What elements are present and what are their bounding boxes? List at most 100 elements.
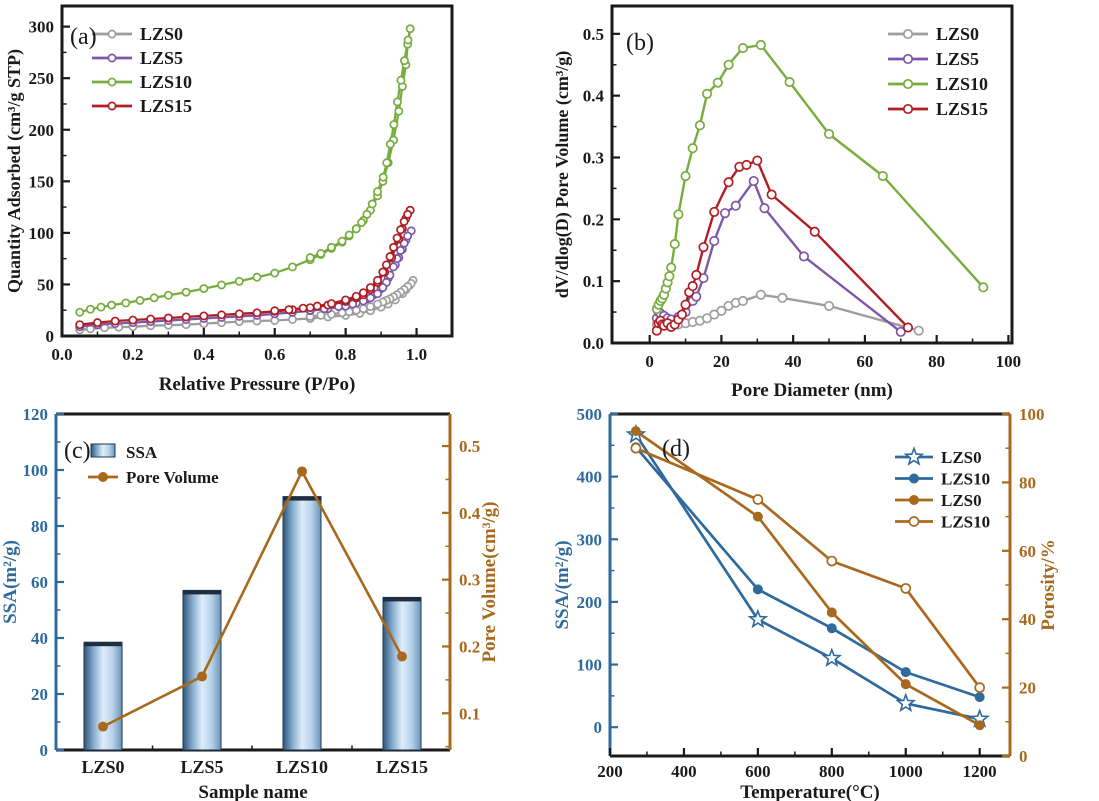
open-circle-marker bbox=[373, 187, 382, 197]
open-circle-marker bbox=[392, 97, 402, 107]
open-circle-marker bbox=[284, 305, 294, 315]
open-circle-marker bbox=[399, 217, 409, 226]
right-tick-label: 0 bbox=[1019, 747, 1028, 766]
filled-circle-marker bbox=[752, 511, 763, 522]
open-circle-marker bbox=[351, 224, 361, 234]
open-circle-marker bbox=[664, 271, 675, 282]
open-circle-marker bbox=[798, 251, 809, 262]
star-marker bbox=[895, 692, 917, 713]
x-tick-label: 400 bbox=[671, 762, 697, 781]
open-circle-marker bbox=[394, 106, 404, 116]
open-circle-marker bbox=[327, 299, 336, 308]
open-circle-marker bbox=[378, 283, 388, 292]
open-circle-marker bbox=[362, 209, 372, 219]
open-circle-marker bbox=[709, 235, 720, 247]
series-left-LZS0 bbox=[625, 423, 990, 728]
y-tick-label: 0.2 bbox=[583, 210, 604, 229]
left-tick-label: 200 bbox=[577, 593, 603, 612]
open-circle-marker bbox=[694, 120, 705, 131]
open-circle-marker bbox=[716, 305, 727, 316]
open-circle-marker bbox=[900, 583, 912, 594]
open-circle-marker bbox=[341, 295, 351, 305]
open-circle-marker bbox=[373, 289, 382, 299]
x-tick-label: 40 bbox=[785, 352, 802, 371]
panel-a-adsorption-isotherm-chart: 0.0 0.2 0.4 0.6 0.8 1.0 0 50 100 150 200 250 300 Rela… bbox=[4, 4, 454, 395]
right-axis-label: Porosity/% bbox=[1038, 539, 1059, 630]
open-circle-marker bbox=[366, 302, 375, 312]
open-circle-marker bbox=[305, 303, 315, 313]
open-circle-marker bbox=[400, 56, 409, 66]
x-axis-label: Sample name bbox=[198, 782, 307, 801]
open-circle-marker bbox=[217, 280, 226, 290]
legend-label: LZS10 bbox=[140, 72, 192, 92]
bar bbox=[83, 641, 123, 751]
right-tick-label: 0.5 bbox=[459, 437, 480, 456]
open-circle-marker bbox=[135, 295, 145, 305]
open-circle-marker bbox=[382, 158, 392, 168]
open-circle-marker bbox=[110, 316, 120, 326]
open-circle-marker bbox=[877, 170, 888, 182]
open-circle-marker bbox=[107, 77, 117, 87]
open-circle-marker bbox=[687, 281, 698, 292]
legend-label: SSA bbox=[126, 443, 158, 462]
series-line bbox=[79, 27, 412, 314]
legend-label: LZS5 bbox=[140, 48, 183, 68]
open-circle-marker bbox=[676, 309, 688, 320]
left-tick-label: 100 bbox=[23, 461, 49, 480]
open-circle-marker bbox=[107, 29, 117, 39]
left-tick-label: 0 bbox=[594, 718, 603, 737]
open-circle-marker bbox=[978, 282, 989, 293]
open-circle-marker bbox=[723, 177, 734, 188]
x-tick-label: 600 bbox=[745, 762, 771, 781]
filled-circle-marker bbox=[909, 495, 919, 505]
open-circle-marker bbox=[366, 293, 375, 303]
legend-label: LZS15 bbox=[140, 96, 192, 116]
panel-c: 0 20 40 60 80 100 120 0.1 0.2 0.3 0.4 0.5 LZS0 LZS5 LZ… bbox=[0, 405, 500, 801]
open-circle-marker bbox=[748, 175, 759, 187]
right-tick-label: 40 bbox=[1019, 610, 1036, 629]
legend-label: LZS0 bbox=[941, 448, 982, 467]
legend: SSA Pore Volume bbox=[88, 443, 219, 487]
series-right-LZS0 bbox=[630, 426, 985, 731]
star-marker bbox=[821, 647, 843, 668]
open-circle-marker bbox=[823, 128, 835, 140]
x-tick-label: 0.0 bbox=[51, 345, 72, 364]
line-series-pore-volume bbox=[98, 466, 407, 732]
y-tick-label: 0 bbox=[46, 327, 55, 346]
open-circle-marker bbox=[385, 252, 395, 262]
x-tick-label: 100 bbox=[996, 352, 1022, 371]
open-circle-marker bbox=[895, 326, 906, 337]
x-tick-label: 200 bbox=[597, 762, 623, 781]
open-circle-marker bbox=[673, 209, 684, 220]
filled-circle-marker bbox=[630, 426, 641, 437]
open-circle-marker bbox=[316, 310, 326, 320]
open-circle-marker bbox=[385, 139, 395, 149]
filled-circle-marker bbox=[974, 720, 985, 731]
legend-label: LZS0 bbox=[941, 491, 982, 510]
open-circle-marker bbox=[777, 292, 788, 303]
right-tick-label: 100 bbox=[1019, 405, 1045, 424]
open-circle-marker bbox=[217, 310, 226, 320]
open-circle-marker bbox=[702, 88, 713, 99]
open-circle-marker bbox=[389, 242, 398, 252]
open-circle-marker bbox=[389, 262, 398, 272]
series-line bbox=[102, 468, 404, 728]
open-circle-marker bbox=[902, 322, 914, 333]
y-tick-label: 0.3 bbox=[583, 148, 604, 167]
open-circle-marker bbox=[396, 225, 406, 235]
open-circle-marker bbox=[327, 242, 336, 252]
open-circle-marker bbox=[826, 555, 838, 567]
bar-series-ssa bbox=[83, 496, 422, 751]
x-axis-label: Pore Diameter (nm) bbox=[731, 380, 893, 400]
y-axis-label: Quantity Adsorbed (cm³/g STP) bbox=[4, 49, 25, 293]
filled-circle-marker bbox=[98, 721, 108, 732]
category-label: LZS10 bbox=[276, 757, 328, 777]
open-circle-marker bbox=[691, 291, 702, 302]
x-tick-label: 1200 bbox=[963, 762, 997, 781]
left-tick-label: 120 bbox=[23, 405, 49, 424]
right-tick-label: 80 bbox=[1019, 473, 1036, 492]
open-circle-marker bbox=[378, 267, 388, 277]
legend-label: Pore Volume bbox=[126, 468, 219, 487]
bar bbox=[182, 589, 222, 751]
